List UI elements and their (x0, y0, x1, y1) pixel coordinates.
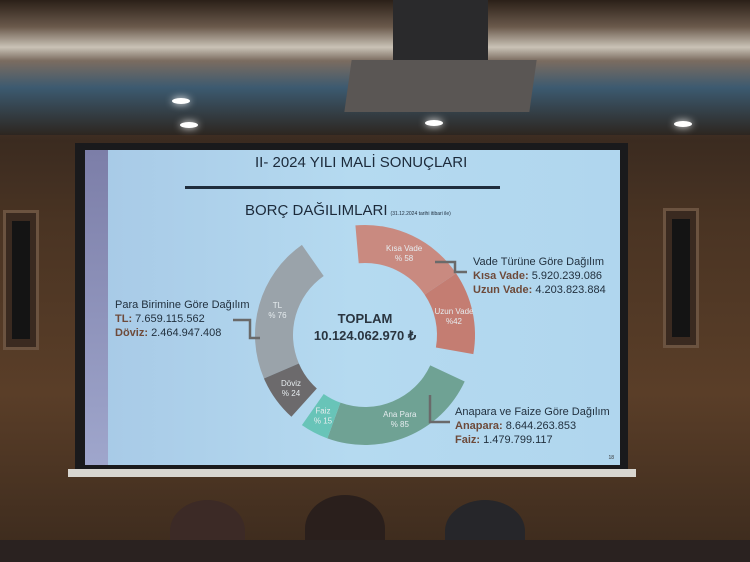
screen-bottom-bar (68, 469, 636, 477)
currency-segment-tl (255, 244, 324, 379)
slide-title: II- 2024 YILI MALİ SONUÇLARI (255, 154, 468, 171)
date-note: (31.12.2024 tarihi itibari ile) (390, 211, 451, 217)
principal-segment-faiz (301, 393, 341, 439)
total-value: 10.124.062.970 ₺ (313, 328, 417, 343)
projector (344, 0, 537, 112)
slide-subtitle: BORÇ DAĞILIMLARI (31.12.2024 tarihi itiba… (245, 202, 451, 219)
principal-arrow (428, 395, 450, 424)
total: TOPLAM 10.124.062.970 ₺ (295, 310, 435, 344)
currency-segment-döviz (263, 363, 317, 417)
ceiling-light (172, 98, 190, 104)
ceiling-light (674, 121, 692, 127)
term-segment-label: Uzun Vade %42 (434, 307, 474, 326)
currency-segment-label: Döviz% 24 (281, 379, 301, 398)
principal-segment-label: Faiz% 15 (314, 407, 333, 426)
page-number: 18 (608, 455, 614, 461)
wall-speaker (3, 210, 39, 350)
panel-table (0, 540, 750, 562)
wall-speaker (663, 208, 699, 348)
principal-segment-ana-para (327, 365, 465, 445)
principal-segment-label: Ana Para% 85 (383, 410, 417, 429)
slide-side-strip (85, 150, 108, 465)
ceiling-light (425, 120, 443, 126)
term-segment-uzun-vade (424, 273, 475, 355)
currency-segment-label: TL% 76 (268, 301, 287, 320)
ceiling-light (180, 122, 198, 128)
donut-chart: Kısa Vade% 58 Uzun Vade %42 Ana Para% 85 Fai… (233, 225, 475, 445)
term-segment-kısa-vade (355, 225, 457, 295)
currency-info: Para Birimine Göre Dağılım TL: 7.659.115… (115, 299, 250, 339)
principal-info: Anapara ve Faize Göre Dağılım Anapara: 8… (455, 406, 610, 446)
term-arrow (435, 260, 467, 274)
title-rule (185, 186, 500, 189)
slide: II- 2024 YILI MALİ SONUÇLARI BORÇ DAĞILI… (85, 150, 620, 465)
term-segment-label: Kısa Vade% 58 (386, 244, 423, 263)
term-info: Vade Türüne Göre Dağılım Kısa Vade: 5.92… (473, 256, 606, 296)
currency-arrow (233, 318, 260, 340)
